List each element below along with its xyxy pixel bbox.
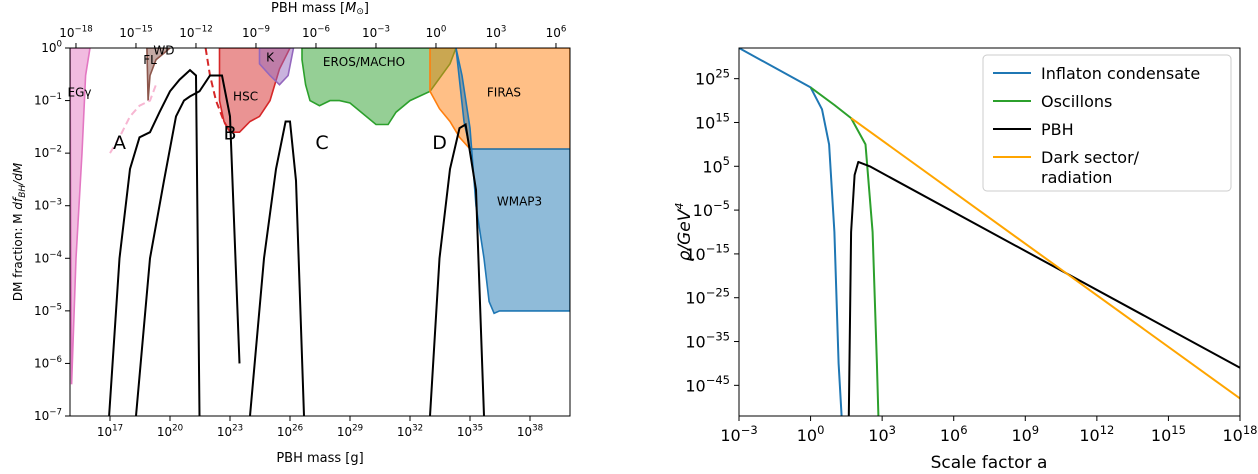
left-top-tick-label: 10−6 [302, 25, 330, 40]
right-y-tick-label: 1025 [695, 66, 730, 88]
left-x-tick-label: 1020 [157, 424, 183, 439]
left-y-tick-label: 10−1 [34, 92, 62, 107]
left-y-tick-label: 10−5 [34, 302, 62, 317]
legend-label: Inflaton condensate [1041, 64, 1200, 83]
left-x-tick-label: 1032 [397, 424, 423, 439]
right-y-axis-label: ρ/GeV4 [673, 203, 695, 262]
series-pbh [847, 160, 1240, 416]
left-top-tick-label: 10−18 [59, 25, 92, 40]
right-y-tick-label: 10−5 [693, 198, 730, 220]
legend-label: Dark sector/radiation [1041, 148, 1140, 187]
left-top-tick-label: 10−15 [119, 25, 152, 40]
right-y-tick-label: 10−15 [685, 242, 730, 264]
series-inflaton-condensate [739, 48, 843, 416]
left-plot-frame [69, 47, 571, 417]
right-y-tick-label: 105 [702, 154, 730, 176]
constraint-label-k: K [266, 51, 275, 65]
constraint-label-hsc: HSC [233, 90, 258, 104]
left-y-axis-label: DM fraction: M dfBH/dM [11, 162, 28, 301]
left-top-tick-label: 106 [546, 25, 567, 40]
left-x-tick-label: 1026 [277, 424, 303, 439]
left-y-tick-label: 10−7 [34, 408, 62, 423]
constraint-label-wmap3: WMAP3 [497, 195, 542, 209]
series-dark-sector-radiation [850, 117, 1240, 400]
mass-function-a [108, 68, 201, 416]
right-y-tick-label: 10−45 [685, 373, 730, 395]
right-x-tick-label: 109 [1011, 423, 1039, 445]
legend-label: PBH [1041, 120, 1074, 139]
mass-function-label-b: B [223, 123, 236, 145]
left-x-tick-label: 1017 [97, 424, 123, 439]
left-top-tick-label: 100 [426, 25, 447, 40]
constraint-egamma-region [70, 48, 91, 385]
right-y-tick-label: 10−25 [685, 286, 730, 308]
right-x-tick-label: 10−3 [720, 423, 757, 445]
left-x-tick-label: 1035 [457, 424, 483, 439]
constraint-wd-region [146, 48, 172, 101]
left-x-tick-label: 1029 [337, 424, 363, 439]
left-top-tick-label: 10−12 [179, 25, 212, 40]
mass-function-c [249, 120, 305, 416]
right-y-tick-label: 10−35 [685, 329, 730, 351]
left-x-tick-label: 1038 [517, 424, 543, 439]
legend: Inflaton condensate Oscillons PBH Dark sect… [982, 54, 1232, 192]
left-y-tick-label: 100 [41, 40, 62, 55]
constraint-label-eros-macho: EROS/MACHO [323, 55, 405, 69]
left-x-axis-label: PBH mass [g] [276, 451, 363, 466]
mass-function-label-c: C [315, 132, 328, 154]
right-chart: 10−3 100 103 106 109 1012 1015 1018 10−45 10−35 10… [673, 47, 1258, 473]
mass-function-d [429, 122, 485, 416]
left-y-tick-label: 10−2 [34, 145, 62, 160]
mass-function-label-d: D [432, 132, 447, 154]
constraint-wmap3-region [455, 48, 570, 315]
legend-box [982, 54, 1232, 192]
mass-function-label-a: A [113, 132, 126, 154]
left-y-tick-label: 10−6 [34, 355, 62, 370]
left-y-tick-label: 10−3 [34, 197, 62, 212]
left-top-axis-label: PBH mass [M⊙] [271, 1, 369, 17]
series-oscillons [810, 86, 880, 416]
constraint-fl-line [109, 84, 157, 154]
constraint-label-wd: WD [153, 44, 174, 58]
right-x-tick-label: 1018 [1222, 423, 1257, 445]
left-y-tick-label: 10−4 [34, 250, 62, 265]
left-top-tick-label: 10−9 [242, 25, 270, 40]
constraint-hsc-dashed-line [204, 48, 231, 133]
right-y-tick-label: 1015 [695, 110, 730, 132]
right-x-tick-label: 1015 [1151, 423, 1186, 445]
left-x-tick-label: 1023 [217, 424, 243, 439]
constraint-k-region [258, 48, 295, 86]
right-plot-frame [738, 47, 1241, 417]
left-top-tick-label: 10−3 [362, 25, 390, 40]
constraint-label-egamma: EGγ [68, 85, 92, 99]
right-x-tick-label: 1012 [1079, 423, 1114, 445]
right-x-tick-label: 106 [940, 423, 968, 445]
right-x-tick-label: 103 [868, 423, 896, 445]
mass-function-b [135, 74, 241, 416]
left-top-tick-label: 103 [486, 25, 507, 40]
right-x-tick-label: 100 [797, 423, 825, 445]
constraint-label-firas: FIRAS [487, 85, 521, 99]
legend-label: Oscillons [1041, 92, 1112, 111]
constraint-label-fl: FL [143, 53, 157, 67]
right-x-axis-label: Scale factor a [931, 453, 1048, 473]
